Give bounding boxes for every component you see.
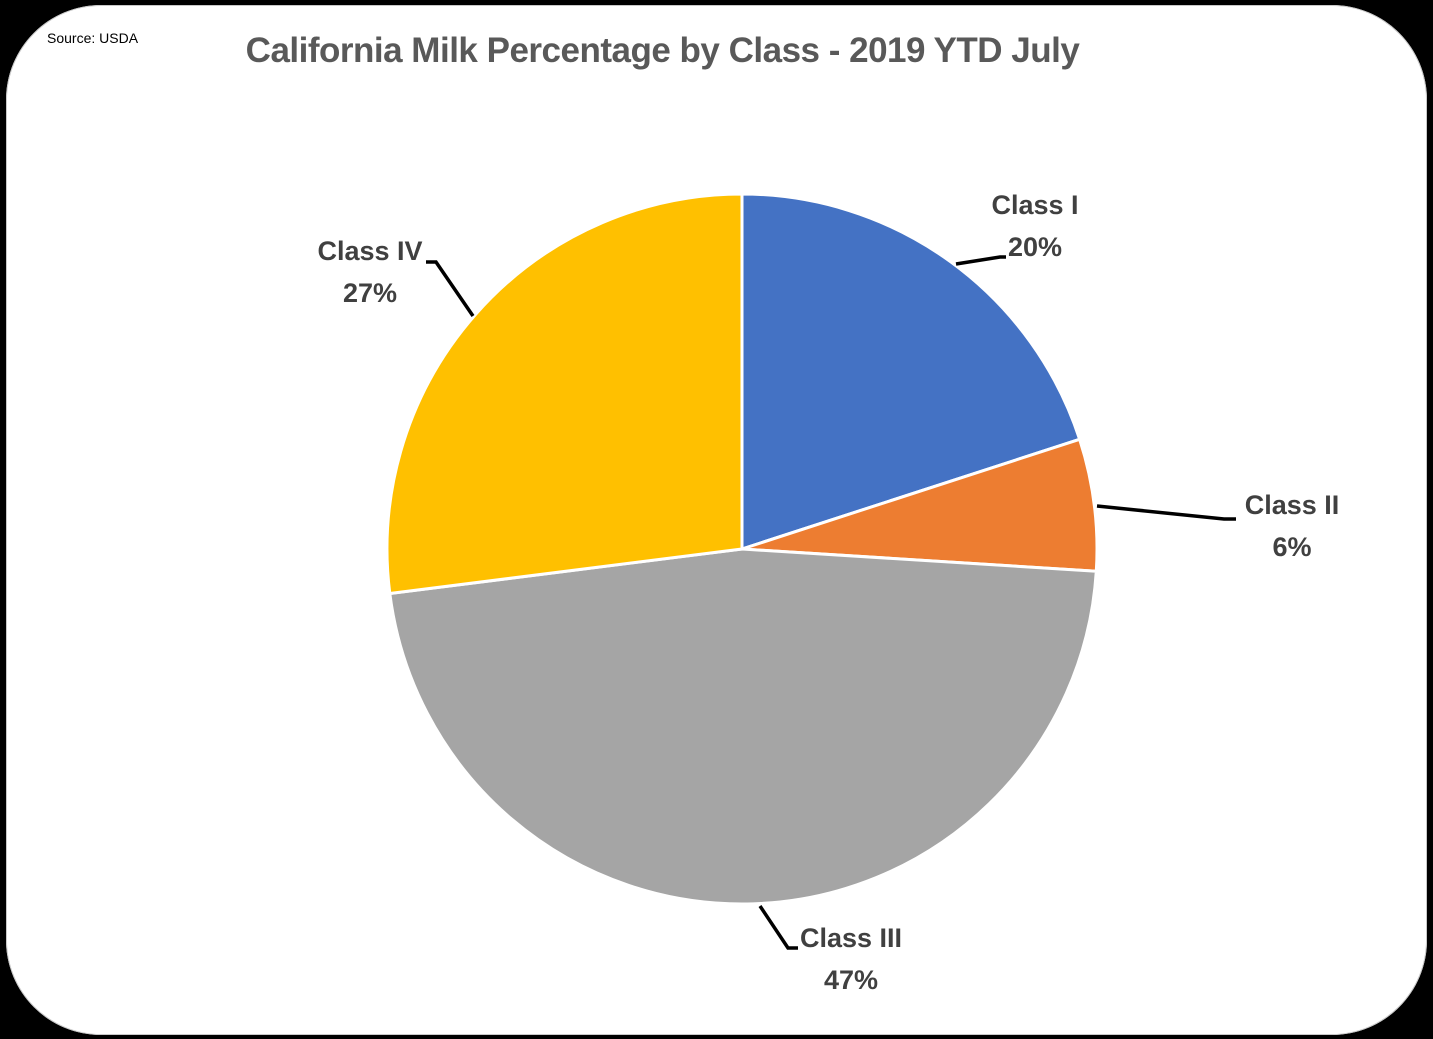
pie-slice-class-iv — [385, 192, 744, 595]
label-class-3-name: Class III — [800, 923, 902, 953]
chart-title: California Milk Percentage by Class - 20… — [245, 31, 1080, 70]
pie-slice-class-ii — [740, 437, 1099, 573]
leader-line-class-4 — [426, 260, 475, 317]
label-class-3-pct: 47% — [824, 965, 878, 995]
leader-line-class-1 — [955, 255, 1006, 266]
label-class-2-name: Class II — [1245, 490, 1340, 520]
pie-slices — [385, 192, 1099, 906]
label-class-1-pct: 20% — [1008, 232, 1062, 262]
label-class-4-name: Class IV — [317, 236, 422, 266]
pie-slice-class-iii — [388, 547, 1098, 906]
leader-line-class-3 — [758, 905, 798, 950]
label-class-4-pct: 27% — [343, 278, 397, 308]
pie-slice-class-i — [740, 192, 1082, 551]
source-note: Source: USDA — [47, 30, 139, 46]
leader-line-class-2 — [1096, 504, 1236, 521]
label-class-2-pct: 6% — [1272, 532, 1311, 562]
label-class-1-name: Class I — [991, 190, 1078, 220]
